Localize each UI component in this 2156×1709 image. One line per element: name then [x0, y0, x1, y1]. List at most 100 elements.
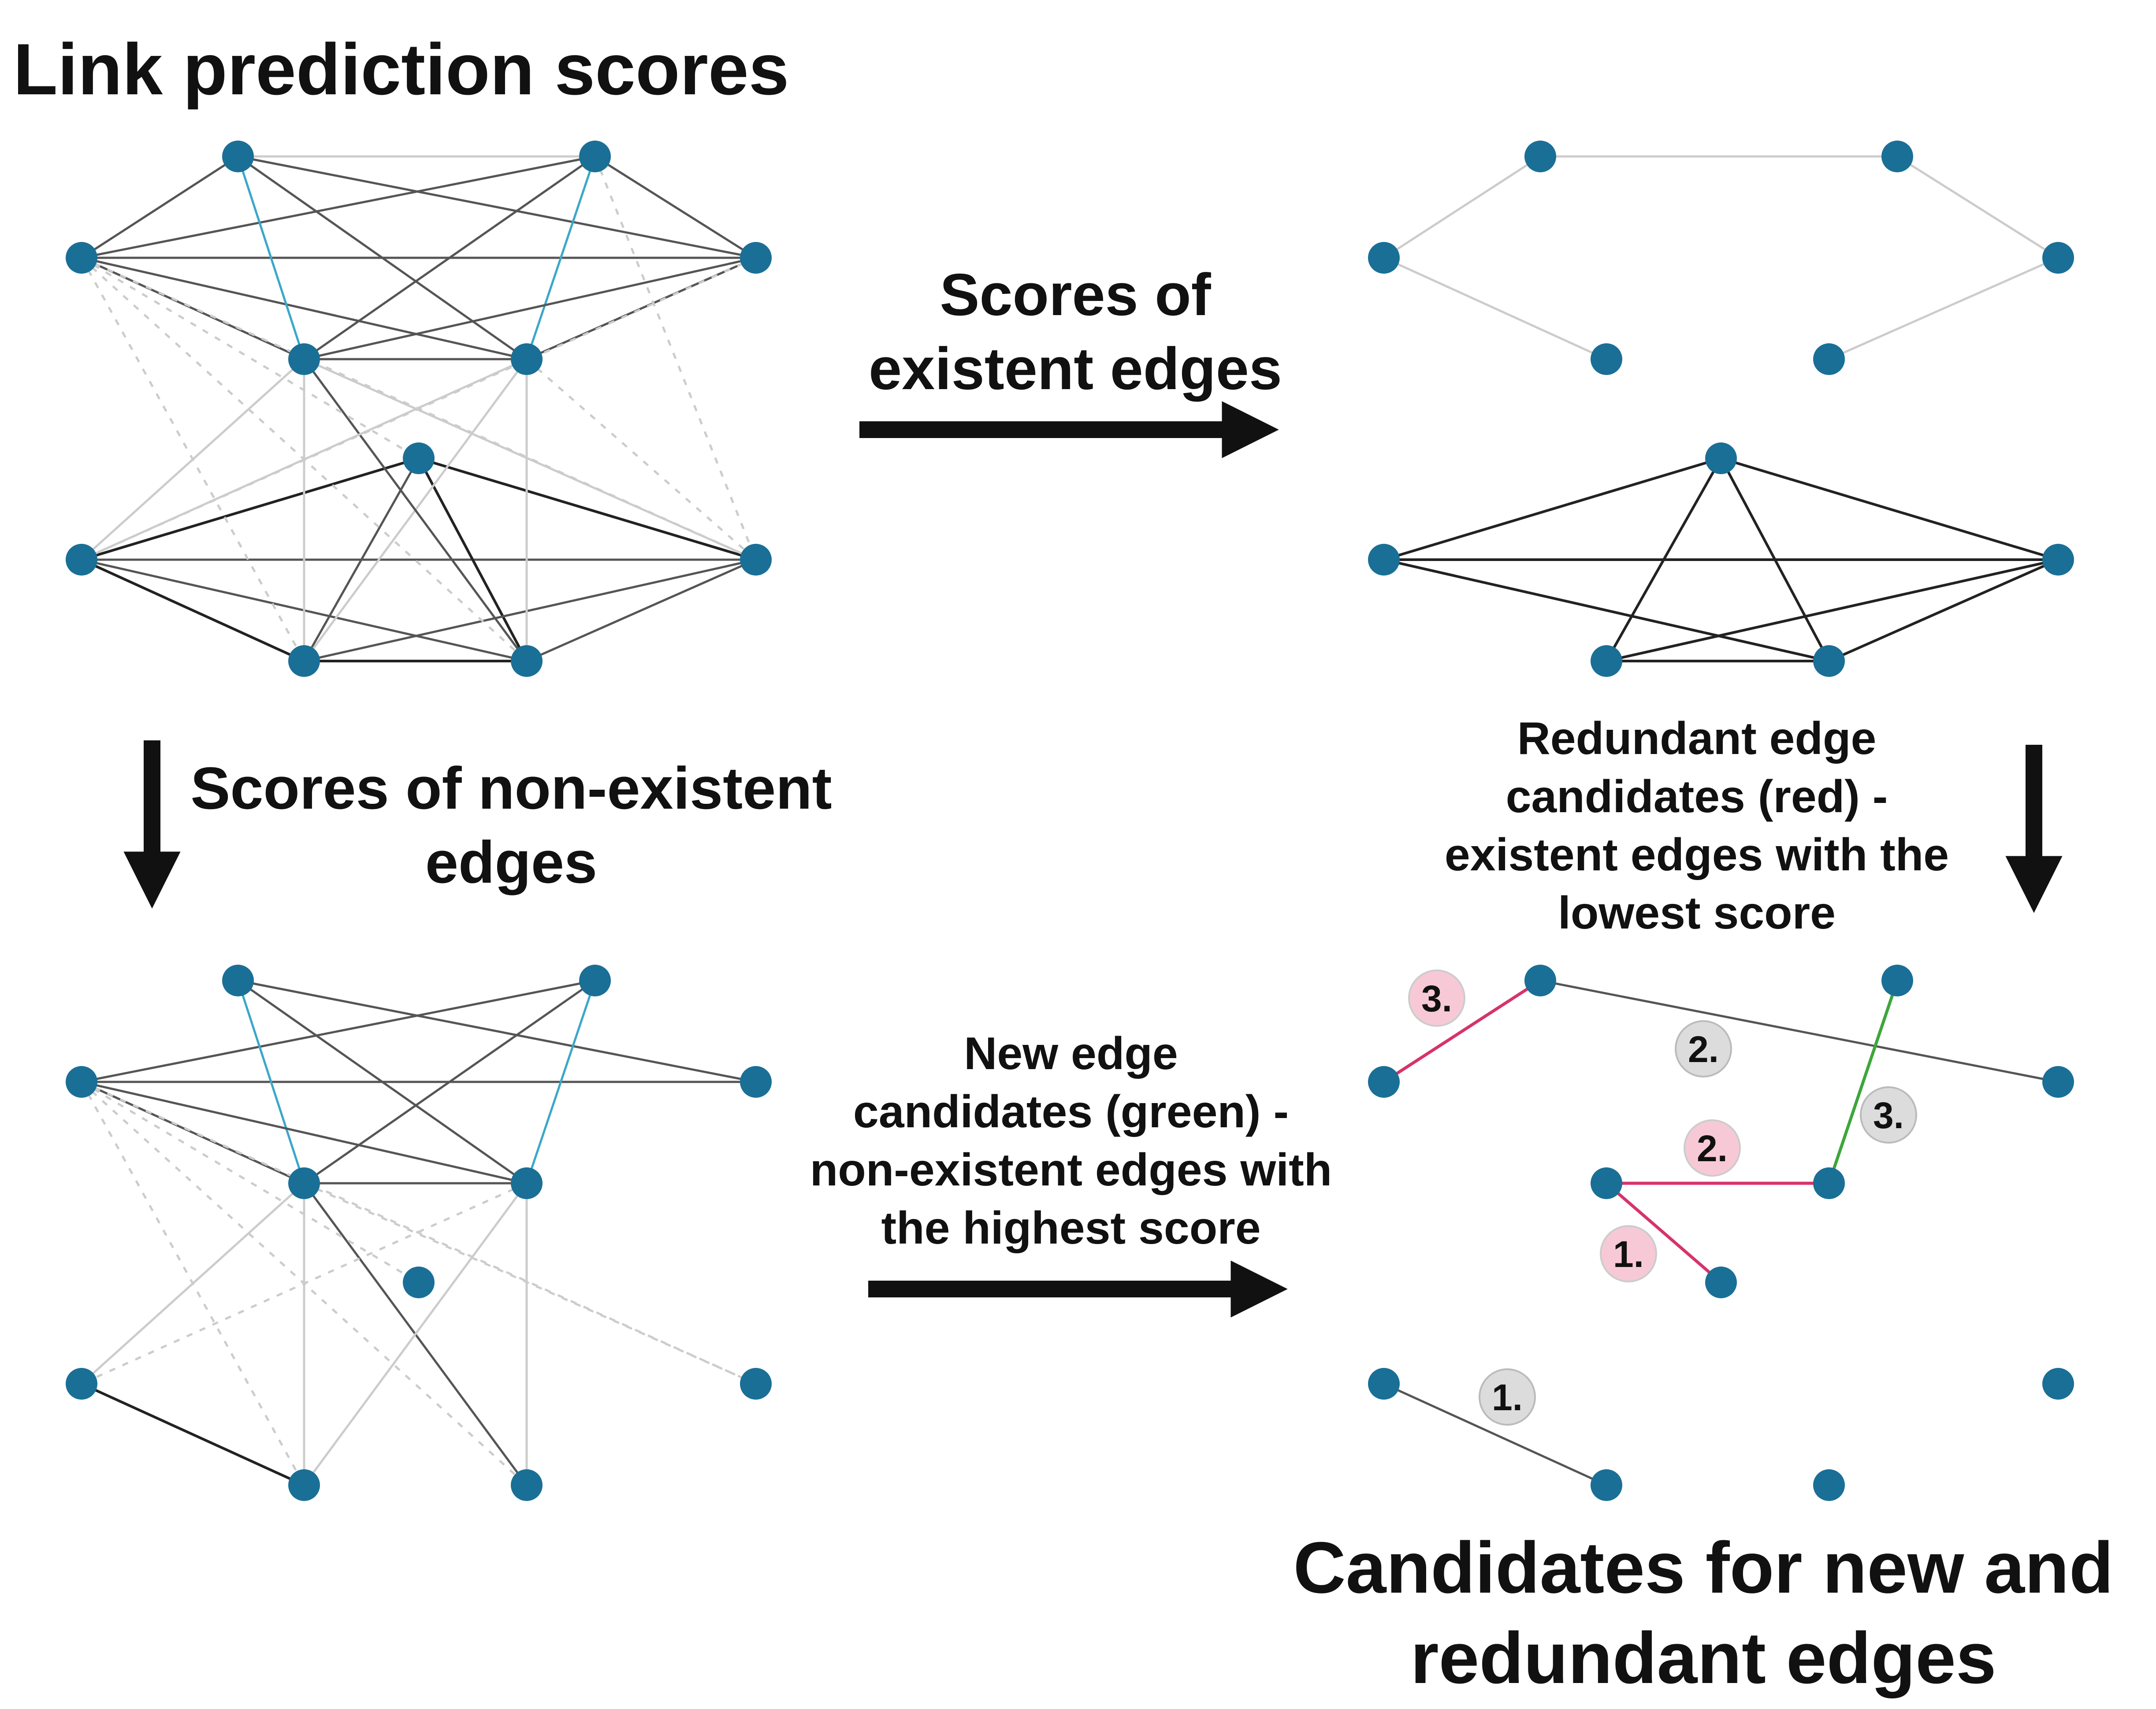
node-tl-5: [511, 343, 543, 375]
node-br-1: [1881, 965, 1913, 996]
edge-tl-2-6: [81, 256, 420, 460]
label-new-line2: candidates (green) -: [853, 1086, 1289, 1137]
label-redundant-candidates: Redundant edge candidates (red) - existe…: [1388, 710, 2005, 942]
edge-tr-2-0: [1383, 155, 1541, 259]
badge-red-1: 1.: [1600, 1225, 1657, 1282]
label-nonexistent-line2: edges: [425, 829, 598, 895]
node-tr-4: [1591, 343, 1622, 375]
edge-bl-7-9: [81, 1382, 305, 1486]
edge-tl-1-4: [303, 155, 596, 360]
svg-text:1.: 1.: [1613, 1233, 1644, 1275]
edge-tl-6-8: [418, 457, 756, 561]
node-tr-7: [1368, 544, 1400, 576]
title-candidates-line2: redundant edges: [1410, 1617, 1996, 1698]
node-br-0: [1524, 965, 1556, 996]
label-existent-line2: existent edges: [869, 335, 1282, 402]
edge-tl-2-0: [81, 155, 239, 259]
edge-bl-5-9: [303, 1182, 528, 1486]
node-tl-10: [511, 645, 543, 677]
node-tr-0: [1524, 141, 1556, 172]
edge-tr-8-9: [1606, 558, 2059, 662]
nodes-layer: [66, 141, 2074, 1501]
edge-tl-3-7: [81, 256, 757, 561]
node-tr-6: [1705, 442, 1737, 474]
edge-tl-0-5: [237, 155, 528, 360]
edge-tl-0-4: [237, 156, 305, 360]
edge-br-2-0: [1383, 979, 1541, 1083]
label-nonexistent-scores: Scores of non-existent edges: [172, 751, 851, 899]
edge-tl-1-8: [594, 156, 757, 560]
edge-tl-5-8: [526, 358, 757, 561]
node-br-8: [2042, 1368, 2074, 1400]
badges-layer: 1. 2. 3. 1. 2. 3.: [1408, 970, 1917, 1426]
node-br-9: [1591, 1469, 1622, 1501]
label-new-candidates: New edge candidates (green) - non-existe…: [776, 1025, 1366, 1257]
node-tl-1: [579, 141, 611, 172]
edge-tl-6-9: [303, 457, 420, 662]
edge-bl-2-8: [81, 1081, 757, 1385]
edge-br-4-6: [1605, 1182, 1722, 1284]
node-tl-9: [288, 645, 320, 677]
edge-bl-1-5: [525, 980, 596, 1184]
svg-text:3.: 3.: [1421, 978, 1452, 1019]
node-tl-6: [403, 442, 435, 474]
node-br-2: [1368, 1066, 1400, 1098]
svg-text:1.: 1.: [1492, 1377, 1523, 1418]
badge-red-3: 3.: [1408, 970, 1465, 1027]
edge-bl-2-10: [81, 1081, 528, 1486]
node-bl-0: [222, 965, 254, 996]
node-bl-10: [511, 1469, 543, 1501]
title-link-prediction-scores: Link prediction scores: [13, 29, 789, 110]
edge-tl-1-2: [81, 155, 595, 259]
node-bl-3: [740, 1066, 772, 1098]
label-nonexistent-line1: Scores of non-existent: [190, 755, 832, 821]
edge-bl-0-4: [237, 980, 305, 1184]
node-tl-7: [66, 544, 97, 576]
edge-tl-4-8: [303, 358, 757, 561]
node-bl-6: [403, 1267, 435, 1298]
edge-tl-2-9: [80, 257, 305, 662]
edge-tl-4-3: [304, 256, 756, 360]
edge-bl-2-5: [81, 1081, 527, 1185]
edge-tl-8-10: [526, 558, 757, 662]
edge-tl-7-9: [81, 558, 305, 662]
node-tr-3: [2042, 242, 2074, 274]
label-redundant-line2: candidates (red) -: [1505, 771, 1888, 822]
node-tr-5: [1813, 343, 1845, 375]
edge-bl-1-4: [303, 979, 596, 1185]
edge-bl-4-8: [303, 1182, 757, 1385]
edge-tr-1-3: [1896, 155, 2059, 259]
edge-br-0-3: [1540, 979, 2059, 1083]
edge-tl-4-10: [303, 358, 528, 662]
node-br-7: [1368, 1368, 1400, 1400]
edge-tl-2-4: [81, 256, 305, 360]
node-tr-1: [1881, 141, 1913, 172]
badge-gray-1: 1.: [1479, 1368, 1536, 1426]
node-br-5: [1813, 1167, 1845, 1199]
edge-tl-5-3: [526, 256, 757, 360]
edges-layer: [80, 155, 2059, 1486]
edge-bl-2-6: [81, 1081, 420, 1284]
svg-text:3.: 3.: [1873, 1095, 1904, 1136]
edge-tr-6-9: [1605, 457, 1722, 662]
node-tl-8: [740, 544, 772, 576]
edge-tr-2-4: [1383, 256, 1607, 360]
edge-tl-1-5: [525, 156, 596, 360]
label-existent-line1: Scores of: [940, 261, 1211, 328]
edge-tl-7-6: [81, 457, 419, 561]
svg-text:2.: 2.: [1688, 1029, 1719, 1070]
edge-tr-5-3: [1828, 256, 2059, 360]
node-bl-1: [579, 965, 611, 996]
edge-tl-6-10: [417, 457, 528, 662]
edge-br-5-1: [1827, 980, 1899, 1184]
label-new-line3: non-existent edges with: [810, 1144, 1332, 1196]
edge-tr-8-10: [1828, 558, 2059, 662]
title-candidates-line1: Candidates for new and: [1293, 1527, 2114, 1608]
node-bl-2: [66, 1066, 97, 1098]
node-tl-3: [740, 242, 772, 274]
label-new-line4: the highest score: [881, 1203, 1261, 1254]
node-br-10: [1813, 1469, 1845, 1501]
edge-bl-2-9: [80, 1081, 305, 1486]
label-new-line1: New edge: [964, 1028, 1178, 1079]
